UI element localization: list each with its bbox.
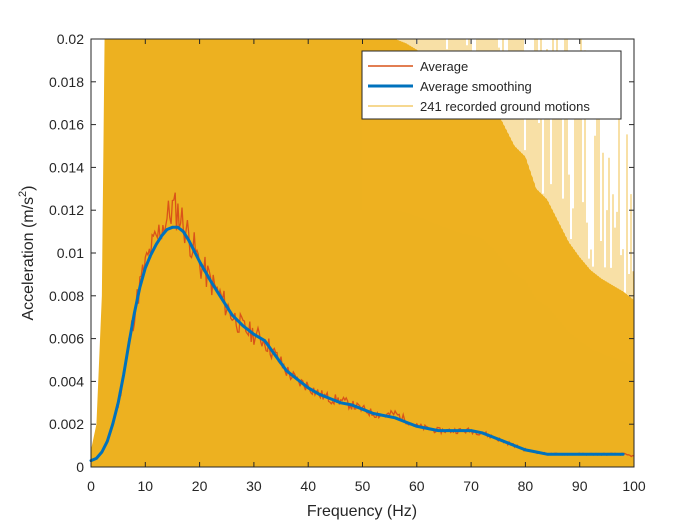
y-tick-label: 0.004 [49, 373, 84, 389]
legend-box [361, 50, 622, 120]
x-tick-label: 50 [355, 478, 371, 494]
y-axis-label-superscript: 2 [17, 191, 29, 197]
x-tick-label: 40 [300, 478, 316, 494]
x-tick-label: 70 [463, 478, 479, 494]
y-axis-ticks: 0 0.002 0.004 0.006 0.008 0.01 0.012 0.014 0.016… [49, 31, 634, 475]
x-tick-label: 60 [409, 478, 425, 494]
x-axis-ticks: 0 10 20 30 40 50 60 70 80 90 100 [87, 39, 646, 494]
y-tick-label: 0.008 [49, 288, 84, 304]
y-tick-label: 0.006 [49, 331, 84, 347]
y-axis-label-close: ) [20, 185, 37, 190]
y-axis-label: Acceleration (m/s2) [17, 185, 37, 320]
legend-label-average: Average [420, 59, 468, 74]
series-line-layer [89, 192, 635, 463]
y-tick-label: 0.02 [57, 31, 84, 47]
y-tick-label: 0 [76, 459, 84, 475]
x-tick-label: 90 [572, 478, 588, 494]
y-tick-label: 0.018 [49, 74, 84, 90]
x-tick-label: 80 [518, 478, 534, 494]
x-axis-label: Frequency (Hz) [307, 503, 417, 520]
x-tick-label: 100 [622, 478, 646, 494]
x-tick-label: 30 [246, 478, 262, 494]
legend-label-ground-motions: 241 recorded ground motions [420, 99, 590, 114]
x-tick-label: 10 [138, 478, 154, 494]
y-tick-label: 0.002 [49, 416, 84, 432]
ground-motions-envelope [91, 39, 634, 467]
y-tick-label: 0.012 [49, 202, 84, 218]
y-axis-label-main: Acceleration (m/s [20, 197, 37, 321]
y-tick-label: 0.014 [49, 159, 84, 175]
legend: Average Average smoothing 241 recorded g… [361, 50, 622, 120]
x-tick-label: 20 [192, 478, 208, 494]
legend-label-average-smoothing: Average smoothing [420, 79, 532, 94]
series-line-average-smoothing [89, 225, 625, 463]
y-tick-label: 0.01 [57, 245, 84, 261]
x-tick-label: 0 [87, 478, 95, 494]
ground-motions-band-layer [91, 39, 634, 467]
y-tick-label: 0.016 [49, 117, 84, 133]
